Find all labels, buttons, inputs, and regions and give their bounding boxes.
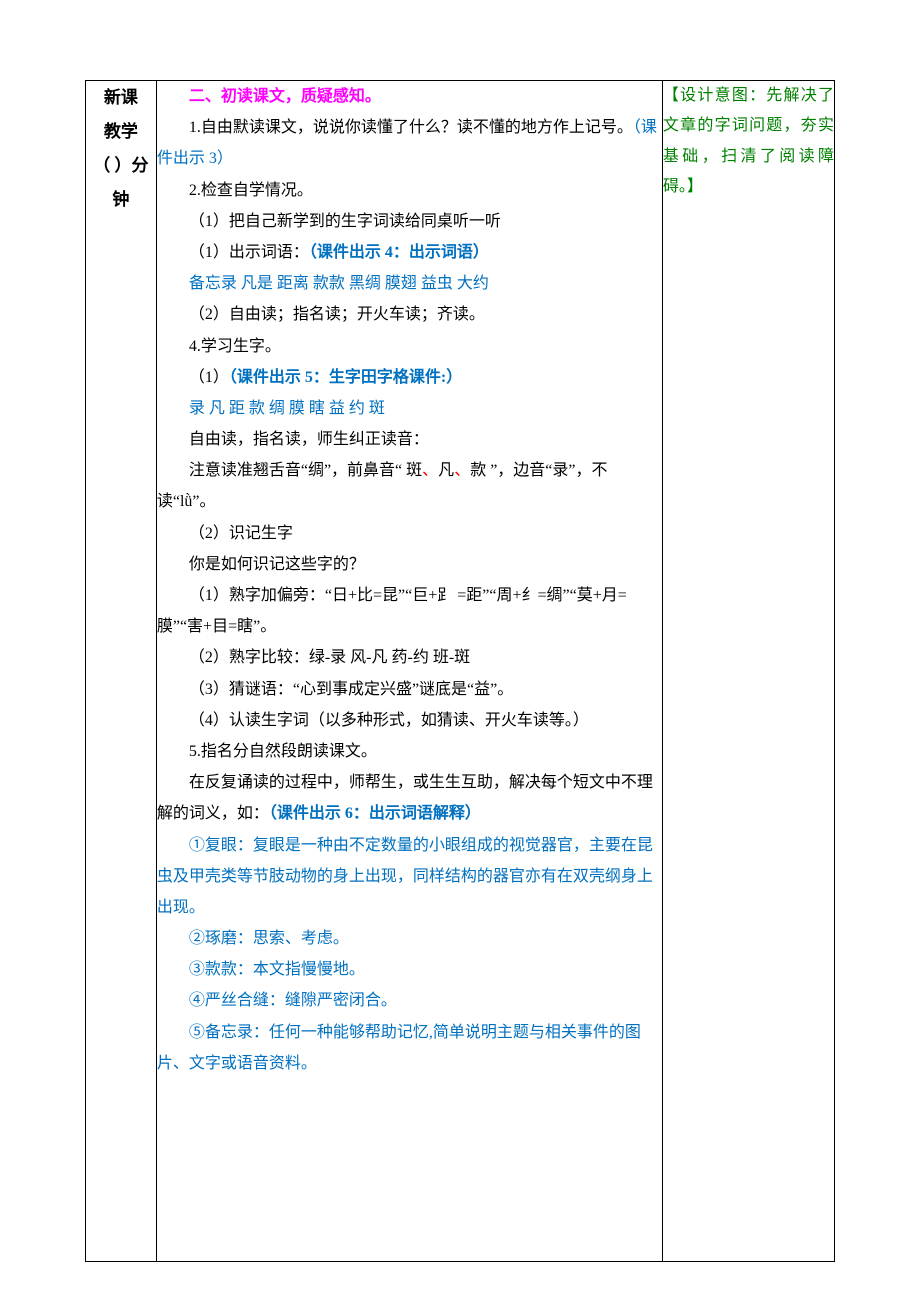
design-intent-cell: 【设计意图：先解决了文章的字词问题，夯实基础，扫清了阅读障碍。】 bbox=[662, 81, 834, 1262]
sub-item: （1）出示词语：（课件出示 4：出示词语） bbox=[157, 237, 662, 268]
def-text: ④严丝合缝：缝隙严密闭合。 bbox=[189, 992, 397, 1009]
text: （1）出示词语： bbox=[189, 244, 309, 261]
stage-line: （ ）分 bbox=[86, 149, 156, 183]
paragraph: 注意读准翘舌音“绸”，前鼻音“ 斑、凡、款 ”，边音“录”，不读“lǜ”。 bbox=[157, 455, 662, 517]
def-text: ①复眼：复眼是一种由不定数量的小眼组成的视觉器官，主要在昆虫及甲壳类等节肢动物的… bbox=[157, 837, 653, 916]
text: 1.自由默读课文，说说你读懂了什么？读不懂的地方作上记号。 bbox=[189, 119, 633, 136]
lesson-table: 新课 教学 （ ）分 钟 二、初读课文，质疑感知。 1.自由默读课文，说说你读懂… bbox=[85, 80, 835, 1262]
sub-item: （2）熟字比较：绿-录 风-凡 药-约 班-斑 bbox=[157, 642, 662, 673]
sub-item: （3）猜谜语：“心到事成定兴盛”谜底是“益”。 bbox=[157, 674, 662, 705]
sub-item: （1）把自己新学到的生字词读给同桌听一听 bbox=[157, 206, 662, 237]
stage-line: 新课 bbox=[86, 81, 156, 115]
definition: ①复眼：复眼是一种由不定数量的小眼组成的视觉器官，主要在昆虫及甲壳类等节肢动物的… bbox=[157, 830, 662, 924]
definition: ④严丝合缝：缝隙严密闭合。 bbox=[157, 985, 662, 1016]
text: 注意读准翘舌音“绸”，前鼻音“ 斑 bbox=[189, 462, 422, 479]
separator-dot-icon: 、 bbox=[454, 462, 470, 479]
paragraph: 在反复诵读的过程中，师帮生，或生生互助，解决每个短文中不理解的词义，如：（课件出… bbox=[157, 767, 662, 829]
def-text: ⑤备忘录：任何一种能够帮助记忆,简单说明主题与相关事件的图片、文字或语音资料。 bbox=[157, 1024, 641, 1072]
definition: ⑤备忘录：任何一种能够帮助记忆,简单说明主题与相关事件的图片、文字或语音资料。 bbox=[157, 1017, 662, 1079]
vocab-text: 备忘录 凡是 距离 款款 黑绸 膜翅 益虫 大约 bbox=[189, 275, 489, 292]
sub-item: （4）认读生字词（以多种形式，如猜读、开火车读等。） bbox=[157, 705, 662, 736]
definition: ②琢磨：思索、考虑。 bbox=[157, 923, 662, 954]
paragraph: 自由读，指名读，师生纠正读音： bbox=[157, 424, 662, 455]
text: （1） bbox=[189, 369, 229, 386]
def-text: ②琢磨：思索、考虑。 bbox=[189, 930, 349, 947]
sub-item: （2）识记生字 bbox=[157, 518, 662, 549]
heading-text: 二、初读课文，质疑感知。 bbox=[189, 88, 381, 105]
paragraph: 5.指名分自然段朗读课文。 bbox=[157, 736, 662, 767]
paragraph: 1.自由默读课文，说说你读懂了什么？读不懂的地方作上记号。（课件出示 3） bbox=[157, 112, 662, 174]
design-intent-note: 【设计意图：先解决了文章的字词问题，夯实基础，扫清了阅读障碍。】 bbox=[663, 81, 834, 203]
slide-ref: （课件出示 5：生字田字格课件:） bbox=[229, 369, 462, 386]
slide-ref: （课件出示 6：出示词语解释） bbox=[269, 805, 481, 822]
text: 凡 bbox=[438, 462, 454, 479]
page: 新课 教学 （ ）分 钟 二、初读课文，质疑感知。 1.自由默读课文，说说你读懂… bbox=[0, 0, 920, 1302]
text: （1）把自己新学到的生字词读给同桌听一听 bbox=[189, 213, 501, 230]
section-heading: 二、初读课文，质疑感知。 bbox=[157, 81, 662, 112]
stage-line: 钟 bbox=[86, 183, 156, 217]
vocab-list: 备忘录 凡是 距离 款款 黑绸 膜翅 益虫 大约 bbox=[157, 268, 662, 299]
sub-item: （1）（课件出示 5：生字田字格课件:） bbox=[157, 362, 662, 393]
def-text: ③款款：本文指慢慢地。 bbox=[189, 961, 365, 978]
sub-item: （2）自由读；指名读；开火车读；齐读。 bbox=[157, 299, 662, 330]
stage-cell: 新课 教学 （ ）分 钟 bbox=[86, 81, 157, 1262]
table-row: 新课 教学 （ ）分 钟 二、初读课文，质疑感知。 1.自由默读课文，说说你读懂… bbox=[86, 81, 835, 1262]
sub-item: （1）熟字加偏旁：“日+比=昆”“巨+𧾷 =距”“周+纟=绸”“莫+月=膜”“害… bbox=[157, 580, 662, 642]
definition: ③款款：本文指慢慢地。 bbox=[157, 954, 662, 985]
paragraph: 4.学习生字。 bbox=[157, 331, 662, 362]
char-text: 录 凡 距 款 绸 膜 瞎 益 约 斑 bbox=[189, 400, 385, 417]
char-list: 录 凡 距 款 绸 膜 瞎 益 约 斑 bbox=[157, 393, 662, 424]
slide-ref: （课件出示 4：出示词语） bbox=[309, 244, 489, 261]
paragraph: 2.检查自学情况。 bbox=[157, 175, 662, 206]
content-cell: 二、初读课文，质疑感知。 1.自由默读课文，说说你读懂了什么？读不懂的地方作上记… bbox=[156, 81, 662, 1262]
paragraph: 你是如何识记这些字的？ bbox=[157, 549, 662, 580]
separator-dot-icon: 、 bbox=[422, 462, 438, 479]
stage-line: 教学 bbox=[86, 115, 156, 149]
note-text: 【设计意图：先解决了文章的字词问题，夯实基础，扫清了阅读障碍。】 bbox=[663, 87, 834, 195]
